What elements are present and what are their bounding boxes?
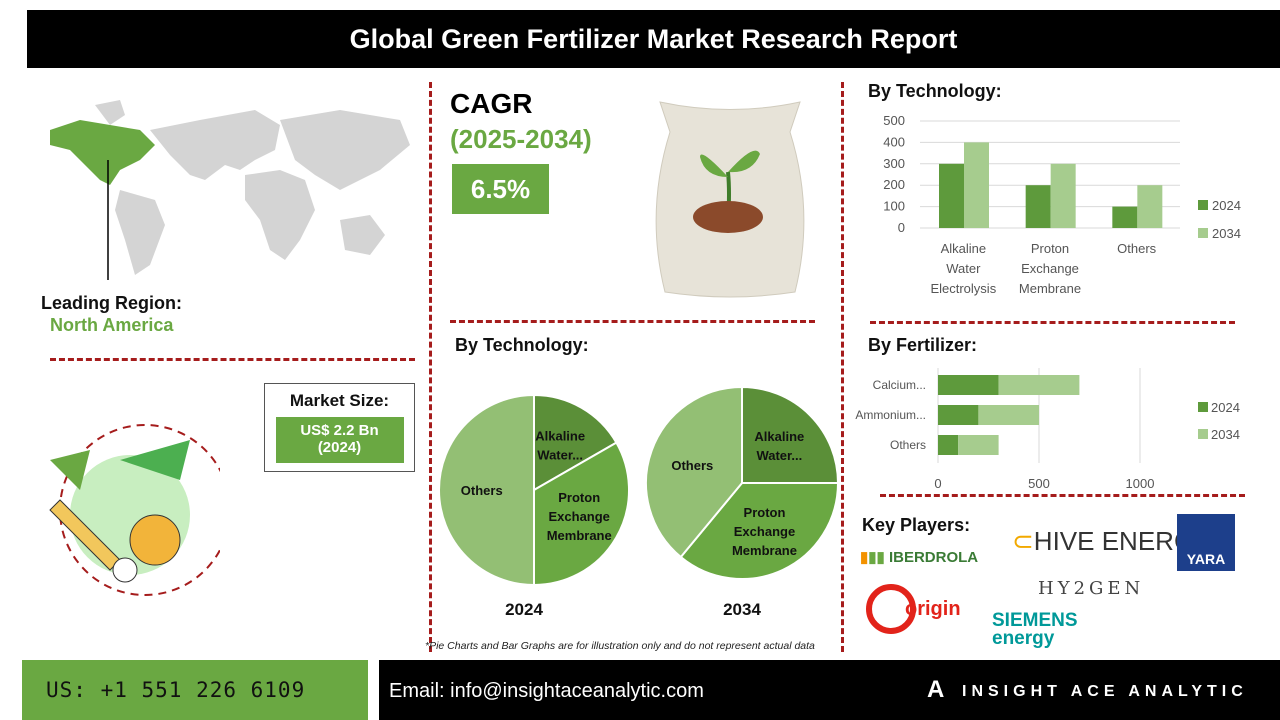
- divider: [870, 321, 1235, 324]
- phone-number: US: +1 551 226 6109: [22, 660, 368, 720]
- y-tick-label: Calcium...: [873, 378, 926, 392]
- page-title: Global Green Fertilizer Market Research …: [27, 10, 1280, 68]
- pie-label: Alkaline: [754, 429, 804, 444]
- market-size-year: (2024): [317, 439, 362, 456]
- y-tick-label: 400: [883, 134, 905, 149]
- bar-2024: [938, 435, 959, 455]
- bar-2024: [939, 163, 964, 228]
- x-tick-label: Proton: [1031, 241, 1069, 256]
- pie-slice: [679, 482, 840, 580]
- bar-2024: [938, 405, 979, 425]
- legend-swatch: [1198, 402, 1208, 412]
- bar-2034: [1050, 163, 1076, 228]
- market-size-label: Market Size:: [289, 391, 390, 410]
- legend-swatch: [1198, 228, 1208, 238]
- y-tick-label: 300: [883, 156, 905, 171]
- bar-2034: [964, 142, 989, 228]
- world-map: [50, 100, 410, 280]
- divider: [841, 82, 844, 652]
- pie-label: Water...: [537, 447, 583, 462]
- bar-2034: [1137, 185, 1163, 228]
- pie-slice: [741, 385, 840, 484]
- y-tick-label: Others: [890, 438, 926, 452]
- pie-caption: 2034: [723, 600, 761, 619]
- bar-2024: [1025, 185, 1051, 228]
- pie-label: Proton: [558, 490, 600, 505]
- pie-label: Others: [461, 483, 503, 498]
- bar-2034: [958, 435, 999, 455]
- y-tick-label: 500: [883, 113, 905, 128]
- x-tick-label: Membrane: [1019, 281, 1081, 296]
- bar-2034: [998, 375, 1080, 395]
- divider: [50, 358, 415, 361]
- bar-2024: [938, 375, 999, 395]
- pie-slice: [533, 441, 630, 587]
- pie-label: Proton: [744, 505, 786, 520]
- divider: [450, 320, 815, 323]
- pie-label: Water...: [756, 448, 802, 463]
- x-tick-label: 1000: [1126, 476, 1155, 491]
- siemens-energy-logo: SIEMENS energy: [992, 610, 1078, 649]
- origin-logo-text: origin: [905, 598, 961, 620]
- disclaimer: *Pie Charts and Bar Graphs are for illus…: [425, 640, 815, 652]
- x-tick-label: Exchange: [1021, 261, 1079, 276]
- x-tick-label: Alkaline: [941, 241, 987, 256]
- y-tick-label: 0: [898, 220, 905, 235]
- hy2gen-logo: HY2GEN: [1038, 578, 1145, 599]
- bar-2034: [978, 405, 1039, 425]
- pie-label: Membrane: [732, 543, 797, 558]
- y-tick-label: Ammonium...: [855, 408, 926, 422]
- fertilizer-bag-illustration: [655, 101, 805, 298]
- x-tick-label: Water: [946, 261, 981, 276]
- divider: [429, 82, 432, 652]
- iberdrola-logo: ▮▮▮ IBERDROLA: [860, 549, 979, 566]
- x-tick-label: 500: [1028, 476, 1050, 491]
- email: Email: info@insightaceanalytic.com: [389, 680, 704, 702]
- pie-charts: Alkaline Water... Proton Exchange Membrane Ot…: [438, 385, 840, 619]
- divider: [880, 494, 1245, 497]
- pie-label: Alkaline: [535, 428, 585, 443]
- pie-caption: 2024: [505, 600, 543, 619]
- pie-label: Exchange: [549, 509, 610, 524]
- pie-section-title: By Technology:: [455, 335, 589, 355]
- key-players-label: Key Players:: [862, 515, 971, 535]
- leading-region-label: Leading Region:: [41, 293, 182, 313]
- plant-illustration: [49, 424, 220, 596]
- legend-swatch: [1198, 429, 1208, 439]
- footer-bar: Email: info@insightaceanalytic.com A INS…: [379, 660, 1280, 720]
- brand-name: INSIGHT ACE ANALYTIC: [962, 683, 1248, 700]
- market-size-box: Market Size: US$ 2.2 Bn (2024): [264, 383, 415, 472]
- yara-logo: YARA: [1177, 514, 1235, 571]
- technology-bar-chart: 0 100 200 300 400 500 Alkaline Water Electrolysi…: [883, 113, 1241, 296]
- pie-slice: [533, 393, 618, 492]
- pie-label: Exchange: [734, 524, 795, 539]
- tech-bar-title: By Technology:: [868, 81, 1002, 101]
- pie-label: Others: [671, 458, 713, 473]
- y-tick-label: 100: [883, 199, 905, 214]
- legend-label: 2034: [1212, 226, 1241, 241]
- pie-label: Membrane: [547, 528, 612, 543]
- pie-slice: [438, 393, 535, 587]
- legend-swatch: [1198, 200, 1208, 210]
- bar-2024: [1112, 206, 1138, 228]
- fertilizer-bar-chart: 0 500 1000 Calcium... Ammonium... Others 2024 2…: [855, 368, 1240, 491]
- y-tick-label: 200: [883, 177, 905, 192]
- cagr-period: (2025-2034): [450, 124, 592, 154]
- pie-slice: [645, 385, 743, 559]
- legend-label: 2034: [1211, 427, 1240, 442]
- x-tick-label: 0: [934, 476, 941, 491]
- x-tick-label: Electrolysis: [930, 281, 996, 296]
- x-tick-label: Others: [1117, 241, 1157, 256]
- origin-logo: [866, 584, 916, 634]
- legend-label: 2024: [1212, 198, 1241, 213]
- brand-logo-icon: A: [927, 676, 945, 703]
- cagr-label: CAGR: [450, 88, 533, 119]
- fert-bar-title: By Fertilizer:: [868, 335, 978, 355]
- cagr-value: 6.5%: [452, 164, 549, 214]
- legend-label: 2024: [1211, 400, 1240, 415]
- market-size-value: US$ 2.2 Bn: [300, 422, 379, 439]
- leading-region-value: North America: [50, 315, 174, 335]
